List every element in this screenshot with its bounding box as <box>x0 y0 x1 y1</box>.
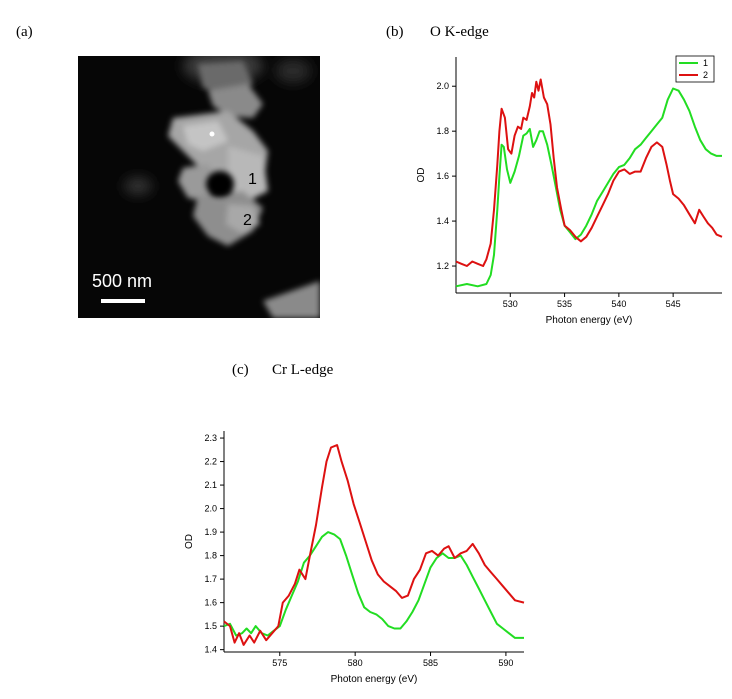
chart-c-y-tick-label: 1.4 <box>204 645 217 655</box>
chart-b-y-tick-label: 1.6 <box>436 171 449 181</box>
chart-c-x-tick-label: 585 <box>423 658 438 668</box>
chart-c-y-tick-label: 1.7 <box>204 574 217 584</box>
particle-label-1: 1 <box>248 171 257 188</box>
chart-b-legend-label-1: 1 <box>703 58 708 68</box>
chart-b-y-axis-label: OD <box>416 168 427 183</box>
chart-c-series-1-line <box>223 531 524 639</box>
chart-b-y-tick-label: 1.2 <box>436 261 449 271</box>
chart-c-y-tick-label: 1.6 <box>204 598 217 608</box>
chart-c-y-tick-label: 2.1 <box>204 480 217 490</box>
chart-b-x-tick-label: 540 <box>611 299 626 309</box>
chart-b-y-tick-label: 2.0 <box>436 81 449 91</box>
particle-label-2: 2 <box>243 212 252 229</box>
chart-c-y-axis-label: OD <box>184 534 195 549</box>
microscope-image: 1 2 500 nm <box>78 56 320 318</box>
panel-b-label: (b) <box>386 24 404 40</box>
chart-c-x-tick-label: 580 <box>348 658 363 668</box>
chart-c-y-tick-label: 2.2 <box>204 457 217 467</box>
chart-b-y-tick-label: 1.8 <box>436 126 449 136</box>
chart-c-x-tick-label: 590 <box>498 658 513 668</box>
chart-c-y-tick-label: 1.8 <box>204 551 217 561</box>
scalebar <box>101 299 145 303</box>
panel-a-label: (a) <box>16 24 33 40</box>
chart-c-y-tick-label: 1.9 <box>204 527 217 537</box>
chart-b-group: 1.2 1.4 1.6 1.8 2.0 530 535 540 545 Photon energy… <box>416 55 723 326</box>
panel-c-title: Cr L-edge <box>272 362 334 378</box>
scalebar-label: 500 nm <box>92 271 153 291</box>
chart-c-group: 1.4 1.5 1.6 1.7 1.8 1.9 2.0 2.1 2.2 2.3 575 580 585 5… <box>184 431 525 685</box>
chart-b-y-tick-label: 1.4 <box>436 216 449 226</box>
chart-c-y-tick-label: 2.3 <box>204 433 217 443</box>
chart-b-series-2-line <box>455 78 723 267</box>
panel-c-label: (c) <box>232 362 249 378</box>
chart-b-series-1-line <box>455 87 722 288</box>
panel-b-title: O K-edge <box>430 24 489 40</box>
chart-b-x-tick-label: 535 <box>557 299 572 309</box>
chart-b-legend-label-2: 2 <box>703 70 708 80</box>
chart-c-x-axis-label: Photon energy (eV) <box>331 674 418 685</box>
chart-b-x-tick-label: 530 <box>503 299 518 309</box>
chart-c-y-tick-label: 1.5 <box>204 621 217 631</box>
chart-c-series-2-line <box>223 444 525 646</box>
chart-b-x-axis-label: Photon energy (eV) <box>546 315 633 326</box>
chart-c-x-tick-label: 575 <box>272 658 287 668</box>
chart-c-y-tick-label: 2.0 <box>204 504 217 514</box>
chart-b-x-tick-label: 545 <box>666 299 681 309</box>
chart-b-legend-box <box>675 55 715 83</box>
